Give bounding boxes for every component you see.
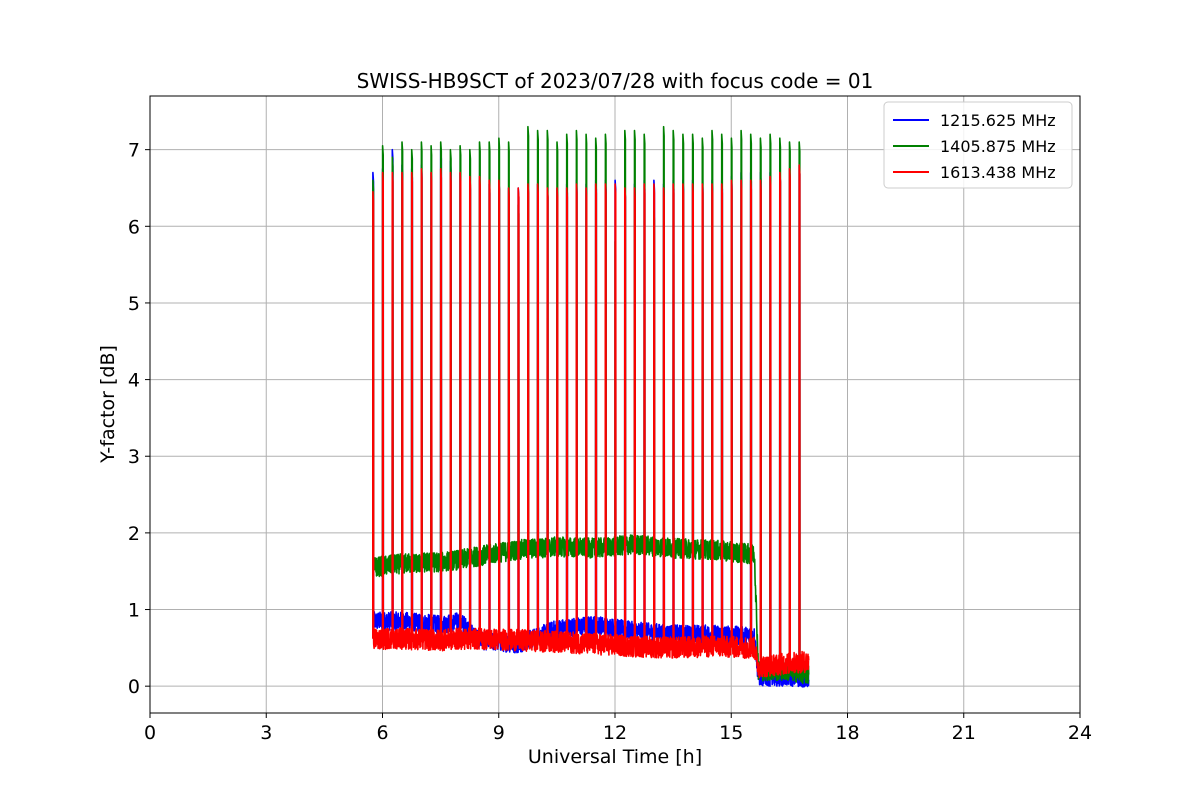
x-axis-label: Universal Time [h] — [528, 746, 702, 768]
legend-label: 1405.875 MHz — [940, 137, 1056, 156]
y-tick-label: 1 — [128, 600, 140, 622]
x-tick-label: 21 — [952, 722, 976, 744]
plot-area — [372, 125, 810, 688]
y-tick-label: 2 — [128, 523, 140, 545]
series-line-3 — [372, 164, 810, 679]
x-tick-label: 3 — [260, 722, 272, 744]
series-line-2 — [372, 125, 810, 685]
y-tick-label: 3 — [128, 446, 140, 468]
x-tick-label: 0 — [144, 722, 156, 744]
y-tick-label: 6 — [128, 216, 140, 238]
series-line-1 — [372, 148, 810, 688]
x-tick-label: 18 — [835, 722, 859, 744]
legend: 1215.625 MHz 1405.875 MHz 1613.438 MHz — [883, 101, 1073, 189]
y-tick-label: 7 — [128, 140, 140, 162]
y-tick-label: 5 — [128, 293, 140, 315]
x-tick-label: 9 — [493, 722, 505, 744]
legend-label: 1613.438 MHz — [940, 163, 1056, 182]
legend-box — [883, 101, 1073, 189]
y-tick-label: 0 — [128, 676, 140, 698]
x-tick-label: 6 — [376, 722, 388, 744]
x-tick-label: 15 — [719, 722, 743, 744]
y-tick-label: 4 — [128, 370, 140, 392]
y-axis-label: Y-factor [dB] — [97, 345, 119, 464]
x-tick-label: 24 — [1068, 722, 1092, 744]
legend-label: 1215.625 MHz — [940, 111, 1056, 130]
y-axis-ticks: 0 1 2 3 4 5 6 7 — [128, 140, 150, 698]
chart-title: SWISS-HB9SCT of 2023/07/28 with focus co… — [357, 69, 874, 93]
x-tick-label: 12 — [603, 722, 627, 744]
x-axis-ticks: 0 3 6 9 12 15 18 21 24 — [144, 713, 1092, 744]
